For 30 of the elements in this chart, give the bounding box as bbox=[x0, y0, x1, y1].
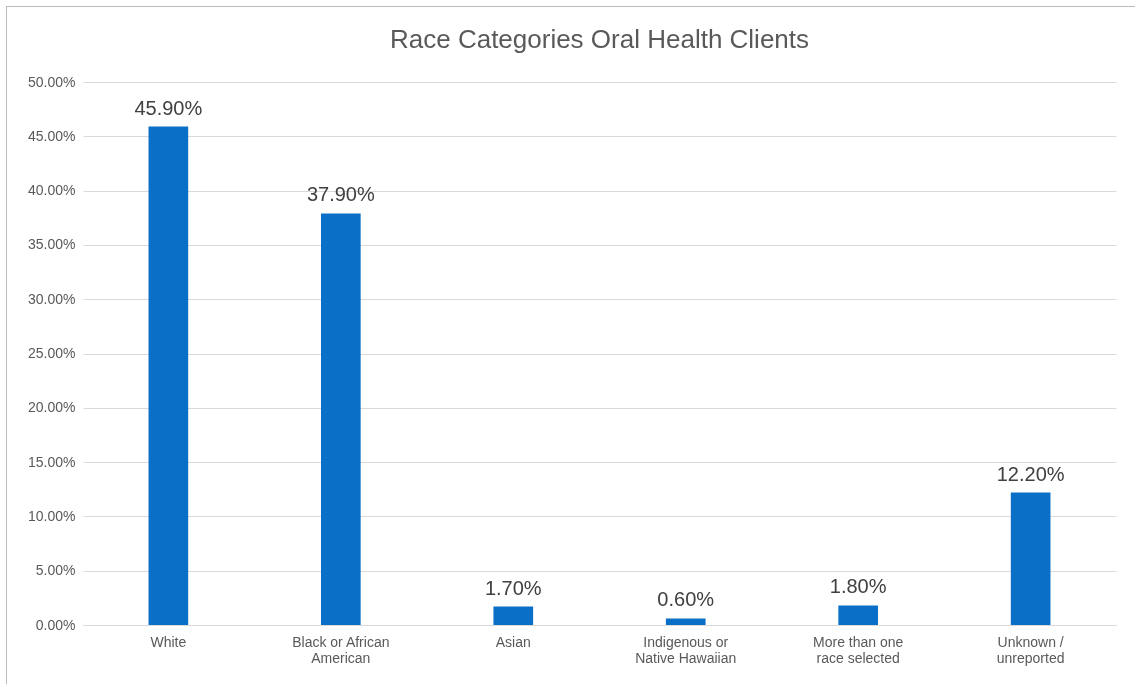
y-tick-label: 0.00% bbox=[35, 616, 76, 633]
y-tick-label: 45.00% bbox=[28, 127, 76, 144]
y-tick-label: 10.00% bbox=[28, 507, 76, 524]
y-tick-label: 40.00% bbox=[28, 182, 76, 199]
x-tick-label: White bbox=[150, 633, 187, 650]
y-tick-label: 30.00% bbox=[28, 290, 76, 307]
x-tick-label: Indigenous or Native Hawaiian bbox=[635, 633, 737, 666]
y-tick-label: 25.00% bbox=[28, 345, 76, 361]
x-tick-label: Black or African American bbox=[292, 633, 390, 666]
chart-title: Race Categories Oral Health Clients bbox=[389, 24, 810, 54]
data-label: 37.90% bbox=[306, 183, 375, 206]
y-tick-label: 15.00% bbox=[28, 453, 76, 470]
y-tick-label: 50.00% bbox=[28, 73, 76, 90]
data-label: 0.60% bbox=[657, 588, 715, 611]
data-label: 45.90% bbox=[134, 96, 203, 119]
bar bbox=[1010, 492, 1051, 625]
data-label: 1.80% bbox=[829, 575, 887, 598]
x-tick-label: More than one race selected bbox=[813, 633, 904, 666]
x-tick-label: Asian bbox=[495, 633, 531, 650]
bar bbox=[493, 606, 534, 625]
bar bbox=[838, 605, 879, 625]
bar bbox=[148, 126, 189, 625]
bar bbox=[320, 213, 361, 625]
x-tick-label: Unknown / unreported bbox=[996, 633, 1065, 666]
y-tick-label: 5.00% bbox=[35, 562, 76, 579]
bar bbox=[665, 618, 706, 625]
y-tick-label: 35.00% bbox=[28, 236, 76, 253]
data-label: 12.20% bbox=[996, 462, 1065, 485]
data-label: 1.70% bbox=[484, 576, 542, 599]
y-tick-label: 20.00% bbox=[28, 399, 76, 416]
